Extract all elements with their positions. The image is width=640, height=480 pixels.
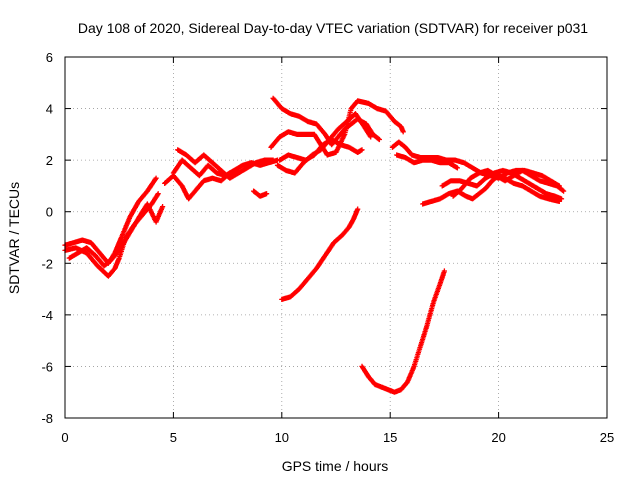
y-tick-label: 4 bbox=[46, 102, 53, 117]
x-tick-label: 5 bbox=[170, 430, 177, 445]
x-tick-label: 20 bbox=[491, 430, 505, 445]
data-points bbox=[66, 201, 166, 269]
data-points bbox=[268, 98, 406, 158]
y-tick-label: -4 bbox=[41, 308, 53, 323]
x-axis-label: GPS time / hours bbox=[282, 458, 389, 474]
data-points bbox=[450, 167, 567, 199]
axis-ticks: 0 5 10 15 20 25 -8 -6 -4 -2 0 2 4 6 bbox=[41, 50, 614, 445]
x-tick-label: 15 bbox=[383, 430, 397, 445]
y-tick-label: -6 bbox=[41, 359, 53, 374]
chart-title: Day 108 of 2020, Sidereal Day-to-day VTE… bbox=[78, 20, 588, 36]
x-tick-label: 10 bbox=[275, 430, 289, 445]
data-points bbox=[359, 268, 447, 395]
data-series bbox=[62, 95, 567, 395]
series-track-r bbox=[359, 268, 447, 395]
plot-frame bbox=[64, 56, 608, 419]
data-points bbox=[251, 188, 270, 199]
y-axis-label: SDTVAR / TECUs bbox=[6, 182, 22, 294]
series-track-p bbox=[450, 167, 567, 199]
series-track-f bbox=[162, 167, 241, 202]
data-points bbox=[394, 152, 460, 171]
y-tick-label: -2 bbox=[41, 256, 53, 271]
data-points bbox=[279, 206, 361, 302]
series-track-k bbox=[268, 98, 406, 158]
y-tick-label: 6 bbox=[46, 50, 53, 65]
series-track-m bbox=[394, 152, 460, 171]
y-tick-label: -8 bbox=[41, 411, 53, 426]
series-track-g bbox=[251, 188, 270, 199]
y-tick-label: 2 bbox=[46, 153, 53, 168]
x-tick-label: 25 bbox=[600, 430, 614, 445]
x-tick-label: 0 bbox=[61, 430, 68, 445]
series-track-c bbox=[66, 201, 166, 269]
y-tick-label: 0 bbox=[46, 205, 53, 220]
data-points bbox=[162, 167, 241, 202]
series-track-q bbox=[279, 206, 361, 302]
